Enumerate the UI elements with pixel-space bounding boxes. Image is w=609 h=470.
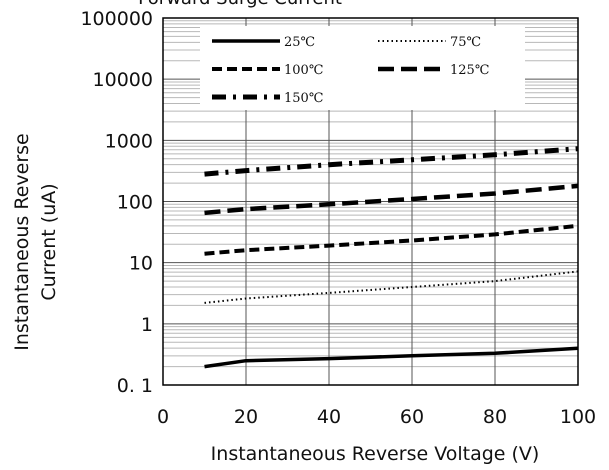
y-tick-label: 10000: [93, 69, 153, 91]
y-tick-label: 0. 1: [117, 375, 153, 397]
chart-title: Forward Surge Current: [138, 0, 342, 9]
legend-label: 100℃: [284, 63, 323, 78]
x-tick-label: 20: [234, 406, 258, 428]
series-line: [204, 223, 579, 256]
plot-frame: [162, 17, 579, 386]
series-line: [204, 270, 579, 304]
series-line: [204, 183, 579, 216]
y-tick-labels: 0. 1 1 10 100 1000 10000 100000: [80, 8, 153, 397]
y-tick-label: 100: [117, 192, 153, 214]
series-layer: [204, 146, 579, 369]
legend-label: 150℃: [284, 91, 323, 106]
x-tick-label: 60: [400, 406, 424, 428]
y-tick-label: 100000: [80, 8, 153, 30]
legend-label: 25℃: [284, 35, 315, 50]
y-tick-label: 1000: [105, 130, 153, 152]
y-axis-title-line1: Instantaneous Reverse: [11, 133, 33, 350]
x-tick-label: 100: [560, 406, 596, 428]
series-line: [204, 346, 579, 369]
x-tick-labels: 0 20 40 60 80 100: [157, 406, 596, 428]
y-tick-label: 10: [129, 253, 153, 275]
x-tick-label: 0: [157, 406, 169, 428]
y-axis-title-line2: Current (uA): [38, 183, 60, 300]
x-tick-label: 40: [317, 406, 341, 428]
legend: 25℃ 75℃ 100℃ 125℃ 150℃: [200, 26, 525, 110]
x-tick-label: 80: [483, 406, 507, 428]
y-tick-label: 1: [141, 314, 153, 336]
x-axis-title: Instantaneous Reverse Voltage (V): [211, 443, 540, 465]
legend-label: 75℃: [450, 35, 481, 50]
legend-label: 125℃: [450, 63, 489, 78]
series-line: [204, 146, 579, 177]
